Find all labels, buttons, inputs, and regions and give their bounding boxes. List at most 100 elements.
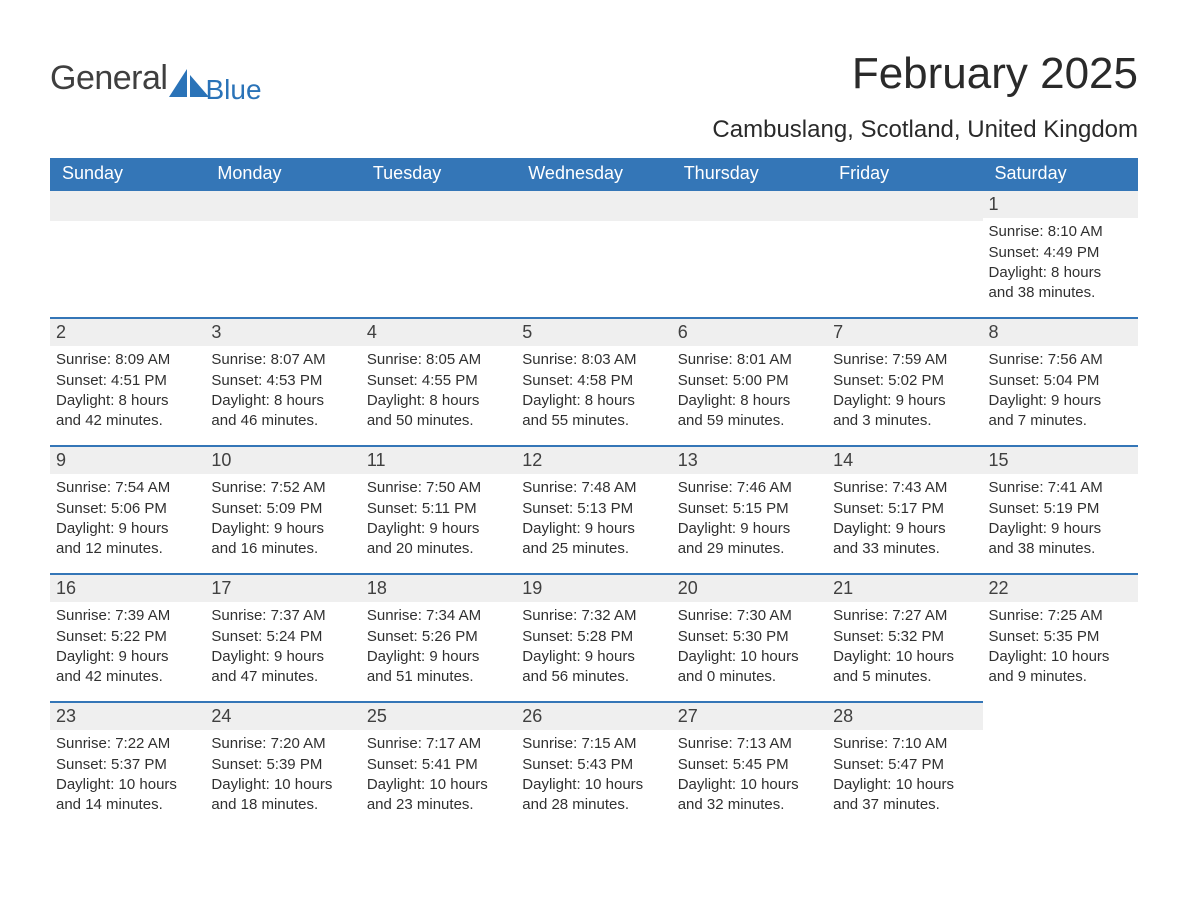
day-daylight1-text: Daylight: 9 hours <box>56 519 197 539</box>
day-sunset-text: Sunset: 5:15 PM <box>678 499 819 519</box>
day-daylight1-text: Daylight: 9 hours <box>211 519 352 539</box>
day-number-bar: 10 <box>205 445 360 474</box>
day-body: Sunrise: 8:03 AMSunset: 4:58 PMDaylight:… <box>516 346 671 431</box>
calendar-week-row: 9Sunrise: 7:54 AMSunset: 5:06 PMDaylight… <box>50 445 1138 573</box>
day-daylight2-text: and 9 minutes. <box>989 667 1130 687</box>
day-sunset-text: Sunset: 5:32 PM <box>833 627 974 647</box>
weekday-header: Tuesday <box>361 158 516 189</box>
day-body: Sunrise: 7:13 AMSunset: 5:45 PMDaylight:… <box>672 730 827 815</box>
day-sunset-text: Sunset: 5:35 PM <box>989 627 1130 647</box>
day-daylight2-text: and 18 minutes. <box>211 795 352 815</box>
calendar-day-cell: 15Sunrise: 7:41 AMSunset: 5:19 PMDayligh… <box>983 445 1138 573</box>
day-sunset-text: Sunset: 5:04 PM <box>989 371 1130 391</box>
day-number-bar: 25 <box>361 701 516 730</box>
day-daylight2-text: and 16 minutes. <box>211 539 352 559</box>
day-sunrise-text: Sunrise: 7:39 AM <box>56 606 197 626</box>
day-sunrise-text: Sunrise: 7:15 AM <box>522 734 663 754</box>
calendar-week-row: 2Sunrise: 8:09 AMSunset: 4:51 PMDaylight… <box>50 317 1138 445</box>
day-daylight2-text: and 0 minutes. <box>678 667 819 687</box>
day-daylight1-text: Daylight: 10 hours <box>989 647 1130 667</box>
day-daylight2-text: and 7 minutes. <box>989 411 1130 431</box>
day-number-bar: 17 <box>205 573 360 602</box>
day-sunset-text: Sunset: 5:22 PM <box>56 627 197 647</box>
day-sunset-text: Sunset: 5:30 PM <box>678 627 819 647</box>
day-daylight2-text: and 32 minutes. <box>678 795 819 815</box>
brand-blue-text: Blue <box>205 74 261 106</box>
day-number-bar: 24 <box>205 701 360 730</box>
day-body: Sunrise: 8:01 AMSunset: 5:00 PMDaylight:… <box>672 346 827 431</box>
calendar-day-cell <box>983 701 1138 829</box>
day-sunrise-text: Sunrise: 7:48 AM <box>522 478 663 498</box>
day-daylight1-text: Daylight: 8 hours <box>367 391 508 411</box>
day-daylight2-text: and 38 minutes. <box>989 539 1130 559</box>
day-sunset-text: Sunset: 4:51 PM <box>56 371 197 391</box>
day-number-bar: 1 <box>983 189 1138 218</box>
day-number-bar <box>50 189 205 221</box>
calendar-table: SundayMondayTuesdayWednesdayThursdayFrid… <box>50 158 1138 829</box>
day-number-bar: 22 <box>983 573 1138 602</box>
day-daylight1-text: Daylight: 10 hours <box>833 647 974 667</box>
calendar-day-cell: 12Sunrise: 7:48 AMSunset: 5:13 PMDayligh… <box>516 445 671 573</box>
day-sunset-text: Sunset: 4:58 PM <box>522 371 663 391</box>
calendar-day-cell: 21Sunrise: 7:27 AMSunset: 5:32 PMDayligh… <box>827 573 982 701</box>
day-daylight1-text: Daylight: 9 hours <box>989 391 1130 411</box>
day-sunset-text: Sunset: 5:28 PM <box>522 627 663 647</box>
day-daylight2-text: and 23 minutes. <box>367 795 508 815</box>
day-daylight1-text: Daylight: 8 hours <box>678 391 819 411</box>
day-body: Sunrise: 7:56 AMSunset: 5:04 PMDaylight:… <box>983 346 1138 431</box>
weekday-header: Wednesday <box>516 158 671 189</box>
calendar-day-cell: 17Sunrise: 7:37 AMSunset: 5:24 PMDayligh… <box>205 573 360 701</box>
weekday-header: Friday <box>827 158 982 189</box>
day-body: Sunrise: 7:48 AMSunset: 5:13 PMDaylight:… <box>516 474 671 559</box>
day-number-bar: 5 <box>516 317 671 346</box>
day-sunrise-text: Sunrise: 8:07 AM <box>211 350 352 370</box>
day-body: Sunrise: 8:10 AMSunset: 4:49 PMDaylight:… <box>983 218 1138 303</box>
day-daylight1-text: Daylight: 9 hours <box>56 647 197 667</box>
location-text: Cambuslang, Scotland, United Kingdom <box>712 116 1138 144</box>
brand-general-text: General <box>50 59 167 98</box>
day-daylight2-text: and 14 minutes. <box>56 795 197 815</box>
day-number-bar: 28 <box>827 701 982 730</box>
day-daylight1-text: Daylight: 9 hours <box>833 519 974 539</box>
day-number-bar: 27 <box>672 701 827 730</box>
day-daylight2-text: and 56 minutes. <box>522 667 663 687</box>
day-body: Sunrise: 7:46 AMSunset: 5:15 PMDaylight:… <box>672 474 827 559</box>
calendar-day-cell: 8Sunrise: 7:56 AMSunset: 5:04 PMDaylight… <box>983 317 1138 445</box>
day-daylight1-text: Daylight: 10 hours <box>56 775 197 795</box>
day-number-bar: 20 <box>672 573 827 602</box>
day-body: Sunrise: 7:59 AMSunset: 5:02 PMDaylight:… <box>827 346 982 431</box>
day-sunset-text: Sunset: 5:11 PM <box>367 499 508 519</box>
calendar-day-cell: 2Sunrise: 8:09 AMSunset: 4:51 PMDaylight… <box>50 317 205 445</box>
day-sunrise-text: Sunrise: 7:30 AM <box>678 606 819 626</box>
calendar-page: General Blue February 2025 Cambuslang, S… <box>0 0 1188 918</box>
day-number-bar: 7 <box>827 317 982 346</box>
day-daylight1-text: Daylight: 9 hours <box>833 391 974 411</box>
day-daylight2-text: and 42 minutes. <box>56 667 197 687</box>
day-sunset-text: Sunset: 5:24 PM <box>211 627 352 647</box>
day-number-bar: 12 <box>516 445 671 474</box>
day-sunrise-text: Sunrise: 7:52 AM <box>211 478 352 498</box>
day-sunset-text: Sunset: 5:13 PM <box>522 499 663 519</box>
day-body: Sunrise: 7:50 AMSunset: 5:11 PMDaylight:… <box>361 474 516 559</box>
calendar-day-cell: 11Sunrise: 7:50 AMSunset: 5:11 PMDayligh… <box>361 445 516 573</box>
day-body: Sunrise: 7:10 AMSunset: 5:47 PMDaylight:… <box>827 730 982 815</box>
day-daylight2-text: and 59 minutes. <box>678 411 819 431</box>
day-daylight2-text: and 38 minutes. <box>989 283 1130 303</box>
day-sunrise-text: Sunrise: 7:43 AM <box>833 478 974 498</box>
day-number-bar: 16 <box>50 573 205 602</box>
calendar-day-cell: 25Sunrise: 7:17 AMSunset: 5:41 PMDayligh… <box>361 701 516 829</box>
day-sunrise-text: Sunrise: 7:54 AM <box>56 478 197 498</box>
day-number-bar: 4 <box>361 317 516 346</box>
day-body: Sunrise: 8:09 AMSunset: 4:51 PMDaylight:… <box>50 346 205 431</box>
day-sunset-text: Sunset: 5:39 PM <box>211 755 352 775</box>
calendar-day-cell: 5Sunrise: 8:03 AMSunset: 4:58 PMDaylight… <box>516 317 671 445</box>
day-sunset-text: Sunset: 5:41 PM <box>367 755 508 775</box>
day-body: Sunrise: 7:27 AMSunset: 5:32 PMDaylight:… <box>827 602 982 687</box>
day-daylight1-text: Daylight: 8 hours <box>989 263 1130 283</box>
day-body: Sunrise: 7:37 AMSunset: 5:24 PMDaylight:… <box>205 602 360 687</box>
calendar-week-row: 23Sunrise: 7:22 AMSunset: 5:37 PMDayligh… <box>50 701 1138 829</box>
day-daylight2-text: and 37 minutes. <box>833 795 974 815</box>
calendar-day-cell: 23Sunrise: 7:22 AMSunset: 5:37 PMDayligh… <box>50 701 205 829</box>
day-number-bar: 26 <box>516 701 671 730</box>
day-body: Sunrise: 7:17 AMSunset: 5:41 PMDaylight:… <box>361 730 516 815</box>
